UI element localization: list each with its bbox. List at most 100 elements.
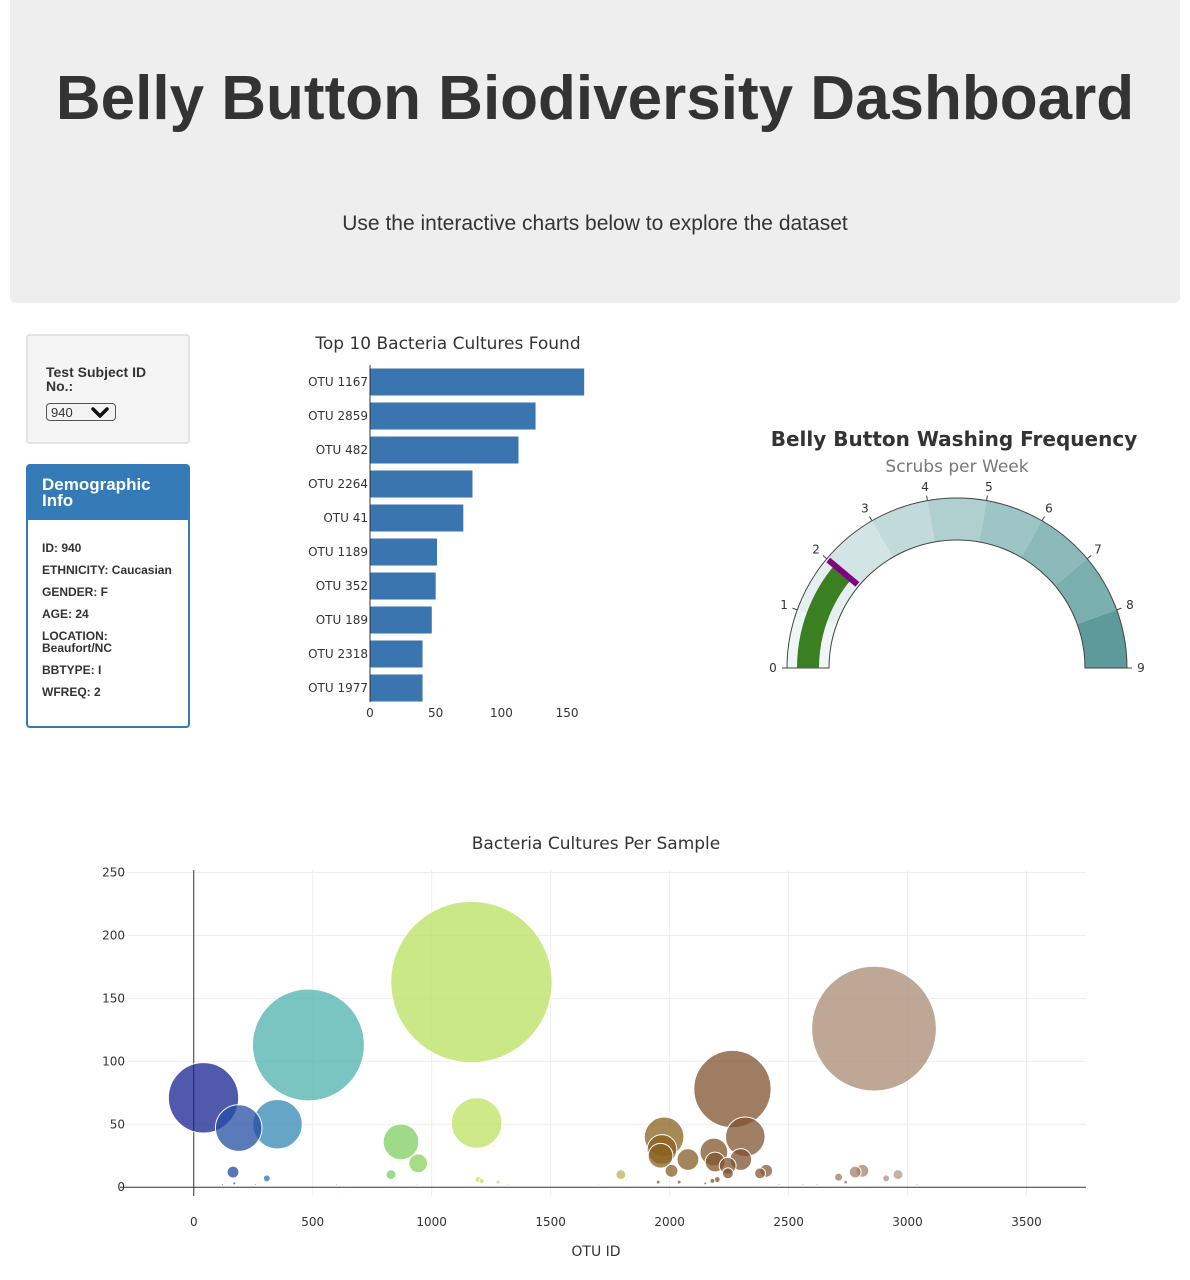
bubble-otu-2245[interactable] — [721, 1167, 734, 1180]
bubble-otu-2620[interactable] — [815, 1183, 819, 1187]
bubble-otu-1795[interactable] — [615, 1169, 627, 1181]
bubble-otu-165[interactable] — [226, 1165, 240, 1179]
bubble-otu-2180[interactable] — [709, 1177, 716, 1184]
bar-x-tick-label: 150 — [556, 706, 579, 720]
bar-x-tick-label: 0 — [366, 706, 374, 720]
bubble-otu-1962[interactable] — [647, 1142, 674, 1169]
gauge-step-3 — [872, 500, 935, 558]
bubble-otu-3040[interactable] — [915, 1183, 919, 1187]
bubble-otu-2380[interactable] — [754, 1167, 766, 1180]
bubble-x-tick-label: 500 — [301, 1215, 324, 1229]
bar-otu-2264[interactable] — [370, 470, 473, 498]
gauge-tick — [926, 495, 928, 501]
bar-category-label: OTU 2859 — [308, 409, 368, 423]
bubble-otu-1167[interactable] — [390, 900, 553, 1064]
sample-metadata: ID: 940 ETHNICITY: Caucasian GENDER: F A… — [28, 520, 188, 698]
gauge-value-bar — [797, 565, 852, 668]
gauge-tick — [1086, 555, 1092, 560]
bubble-otu-600[interactable] — [335, 1183, 339, 1187]
bar-category-label: OTU 1167 — [308, 375, 368, 389]
bubble-otu-1210[interactable] — [478, 1177, 485, 1184]
bubble-otu-1189[interactable] — [450, 1097, 503, 1149]
panel-heading: Demographic Info — [28, 466, 188, 520]
gauge-tick-label: 4 — [921, 480, 929, 494]
bubble-otu-2910[interactable] — [882, 1174, 891, 1183]
bubble-otu-2560[interactable] — [801, 1183, 805, 1187]
bubble-otu-260[interactable] — [254, 1183, 258, 1187]
bar-otu-189[interactable] — [370, 606, 432, 634]
bubble-otu-1320[interactable] — [506, 1183, 510, 1187]
bubble-x-tick-label: 2000 — [654, 1215, 685, 1229]
bubble-otu-1279[interactable] — [495, 1179, 501, 1185]
bubble-otu-170[interactable] — [232, 1181, 237, 1186]
bar-otu-1977[interactable] — [370, 674, 423, 702]
bubble-y-tick-label: 150 — [102, 991, 125, 1005]
bubble-x-tick-label: 0 — [190, 1215, 198, 1229]
gauge-tick-label: 5 — [985, 480, 993, 494]
bar-category-label: OTU 41 — [323, 511, 368, 525]
bubble-series — [167, 900, 937, 1187]
bar-otu-352[interactable] — [370, 572, 436, 600]
gauge-tick — [986, 495, 988, 501]
bubble-otu-2150[interactable] — [703, 1181, 708, 1186]
bubble-otu-940[interactable] — [415, 1183, 419, 1187]
bubble-otu-2710[interactable] — [834, 1172, 844, 1182]
subject-selector-label: Test Subject ID No.: — [46, 364, 147, 394]
bubble-otu-943[interactable] — [408, 1153, 429, 1174]
bubble-y-tick-label: 250 — [102, 866, 125, 880]
bubble-x-tick-label: 3000 — [892, 1215, 923, 1229]
gauge-step-5 — [979, 500, 1042, 558]
bar-category-label: OTU 2318 — [308, 647, 368, 661]
bubble-otu-2460[interactable] — [777, 1183, 781, 1187]
metadata-wfreq: WFREQ: 2 — [42, 685, 101, 699]
bubble-otu-189[interactable] — [214, 1104, 263, 1152]
bubble-otu-482[interactable] — [252, 988, 365, 1102]
gauge-tick-label: 7 — [1094, 543, 1102, 557]
page-title: Belly Button Biodiversity Dashboard — [55, 64, 1135, 133]
bubble-otu-2077[interactable] — [676, 1148, 700, 1171]
bubble-otu-1700[interactable] — [596, 1183, 600, 1187]
bubble-y-tick-label: 50 — [110, 1117, 125, 1131]
subject-id-dropdown[interactable]: 940 — [46, 403, 116, 421]
bubble-otu-1952[interactable] — [655, 1179, 661, 1185]
bubble-chart[interactable]: Bacteria Cultures Per Sample 0 500 1000 150… — [60, 820, 1130, 1270]
bubble-otu-2008[interactable] — [664, 1163, 679, 1178]
gauge-tick — [1041, 516, 1045, 522]
bubble-x-tick-label: 1500 — [535, 1215, 566, 1229]
gauge-tick — [1116, 607, 1122, 611]
washing-frequency-gauge[interactable]: Belly Button Washing Frequency Scrubs pe… — [760, 420, 1160, 690]
gauge-title: Belly Button Washing Frequency — [771, 427, 1137, 451]
gauge-threshold-marker — [826, 557, 860, 587]
gauge-tick-label: 6 — [1045, 502, 1053, 516]
gauge-outline — [786, 497, 1128, 669]
top-ten-bar-chart[interactable]: Top 10 Bacteria Cultures Found OTU 1167 O… — [290, 322, 610, 732]
bubble-otu-2780[interactable] — [848, 1165, 862, 1179]
chevron-down-icon — [91, 407, 109, 418]
bar-otu-41[interactable] — [370, 504, 464, 532]
bar-otu-2859[interactable] — [370, 402, 536, 430]
bubble-otu-2859[interactable] — [811, 965, 937, 1092]
gauge-step-6 — [1021, 520, 1088, 586]
bubble-otu-2740[interactable] — [843, 1179, 849, 1185]
gauge-tick — [822, 555, 828, 560]
bar-otu-482[interactable] — [370, 436, 519, 464]
bubble-otu-2040[interactable] — [676, 1179, 682, 1185]
bubble-otu-2960[interactable] — [892, 1169, 904, 1181]
bubble-otu-120[interactable] — [220, 1183, 224, 1187]
bubble-otu-871[interactable] — [382, 1123, 420, 1161]
bar-otu-1189[interactable] — [370, 538, 438, 566]
bar-series: OTU 1167 OTU 2859 OTU 482 OTU 2264 OTU 41 OTU… — [308, 368, 585, 720]
metadata-ethnicity: ETHNICITY: Caucasian — [42, 563, 172, 577]
gauge-tick-label: 2 — [812, 543, 820, 557]
bubble-x-tick-label: 1000 — [416, 1215, 447, 1229]
page-subtitle: Use the interactive charts below to expl… — [342, 212, 848, 235]
bar-chart-title: Top 10 Bacteria Cultures Found — [314, 334, 580, 354]
bubble-otu-2264[interactable] — [693, 1049, 772, 1129]
metadata-location: LOCATION: Beaufort/NC — [42, 629, 113, 655]
bar-otu-2318[interactable] — [370, 640, 423, 668]
bubble-x-tick-label: 3500 — [1011, 1215, 1042, 1229]
bubble-x-tick-label: 2500 — [773, 1215, 804, 1229]
bubble-otu-307[interactable] — [262, 1174, 271, 1183]
bubble-otu-829[interactable] — [385, 1169, 397, 1181]
bar-otu-1167[interactable] — [370, 368, 585, 396]
